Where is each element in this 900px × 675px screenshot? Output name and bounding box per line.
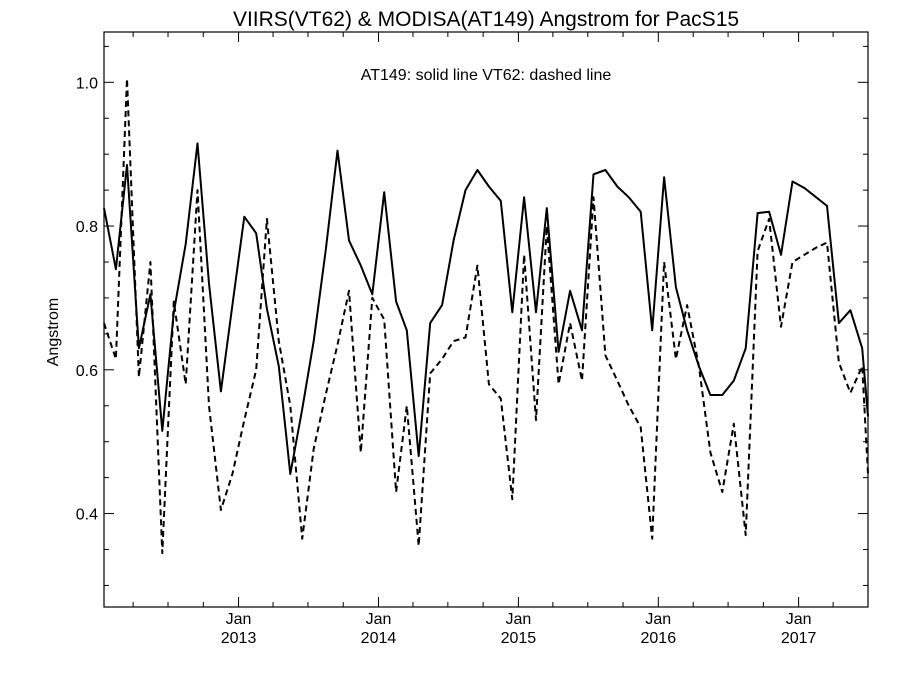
x-tick-label-month: Jan — [505, 611, 531, 628]
series-layer — [103, 77, 869, 555]
series-line-at149 — [103, 142, 869, 475]
x-tick-label-month: Jan — [645, 611, 671, 628]
x-tick-label-year: 2015 — [501, 630, 537, 647]
plot-frame — [103, 31, 869, 608]
y-axis-label: Angstrom — [45, 298, 62, 366]
series-line-vt62 — [103, 77, 869, 555]
y-tick-label: 0.8 — [76, 219, 98, 236]
x-tick-label-year: 2013 — [221, 630, 257, 647]
y-tick-label: 0.6 — [76, 363, 98, 380]
ticks-layer: 0.4 0.6 0.8 1.0 Jan 2013 Jan 2014 Jan 2015 Jan 2016… — [76, 32, 869, 647]
x-tick-label-month: Jan — [366, 611, 392, 628]
y-tick-label: 0.4 — [76, 507, 98, 524]
x-tick-label-year: 2017 — [781, 630, 817, 647]
chart-title: VIIRS(VT62) & MODISA(AT149) Angstrom for… — [233, 8, 739, 31]
x-tick-label-year: 2016 — [641, 630, 677, 647]
x-tick-label-year: 2014 — [361, 630, 397, 647]
x-tick-label-month: Jan — [786, 611, 812, 628]
y-tick-label: 1.0 — [76, 75, 98, 92]
x-tick-label-month: Jan — [226, 611, 252, 628]
line-style-note: AT149: solid line VT62: dashed line — [361, 67, 612, 84]
